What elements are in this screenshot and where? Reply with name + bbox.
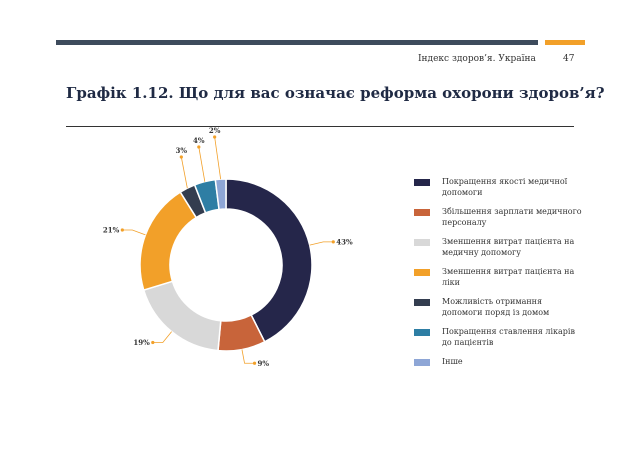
leader-line <box>241 349 255 364</box>
leader-line <box>198 146 206 182</box>
leader-dot <box>197 145 201 149</box>
chart-title: Графік 1.12. Що для вас означає реформа … <box>66 84 605 102</box>
legend-swatch <box>414 269 430 276</box>
leader-dot <box>120 228 124 232</box>
leader-line <box>152 331 172 343</box>
legend-swatch <box>414 179 430 186</box>
legend-label: Інше <box>442 357 463 366</box>
legend-label: Покращення ставлення лікарів до пацієнті… <box>442 327 575 347</box>
legend-label: Збільшення зарплати медичного персоналу <box>442 207 582 227</box>
leader-line <box>214 136 222 180</box>
leader-line <box>180 156 188 189</box>
leader-dot <box>252 361 257 365</box>
slice-value-label: 4% <box>193 136 205 145</box>
slice-value-label: 43% <box>336 237 353 246</box>
donut-slice <box>225 178 313 343</box>
legend-swatch <box>414 209 430 216</box>
donut-slice <box>214 178 227 211</box>
donut-slice <box>142 280 222 352</box>
running-header-title: Індекс здоров’я. Україна <box>418 54 536 64</box>
leader-line <box>309 241 334 246</box>
legend-label: Покращення якості медичної допомоги <box>442 177 568 197</box>
legend-item: Покращення ставлення лікарів до пацієнті… <box>414 326 584 348</box>
leader-dot <box>213 135 217 139</box>
leader-dot <box>151 340 155 345</box>
legend-item: Збільшення зарплати медичного персоналу <box>414 206 584 228</box>
slice-value-label: 19% <box>133 338 150 347</box>
header-bar-right <box>545 40 585 45</box>
leader-line <box>122 229 146 236</box>
donut-slice <box>139 191 198 291</box>
legend-label: Можливість отримання допомоги поряд із д… <box>442 297 550 317</box>
legend-item: Інше <box>414 356 584 367</box>
leader-dot <box>331 240 335 244</box>
page-number: 47 <box>563 54 575 64</box>
legend-item: Покращення якості медичної допомоги <box>414 176 584 198</box>
title-divider <box>66 126 574 127</box>
leader-dot <box>179 155 183 159</box>
legend-swatch <box>414 239 430 246</box>
header-bar-left <box>56 40 538 45</box>
legend-item: Зменшення витрат пацієнта на ліки <box>414 266 584 288</box>
slice-value-label: 21% <box>103 225 120 234</box>
legend-label: Зменшення витрат пацієнта на медичну доп… <box>442 237 575 257</box>
slice-value-label: 3% <box>176 146 188 155</box>
slice-value-label: 2% <box>209 126 221 135</box>
chart-legend: Покращення якості медичної допомоги Збіль… <box>414 176 584 375</box>
legend-swatch <box>414 329 430 336</box>
legend-swatch <box>414 299 430 306</box>
slice-value-label: 9% <box>258 359 270 368</box>
legend-label: Зменшення витрат пацієнта на ліки <box>442 267 575 287</box>
legend-item: Можливість отримання допомоги поряд із д… <box>414 296 584 318</box>
legend-swatch <box>414 359 430 366</box>
legend-item: Зменшення витрат пацієнта на медичну доп… <box>414 236 584 258</box>
